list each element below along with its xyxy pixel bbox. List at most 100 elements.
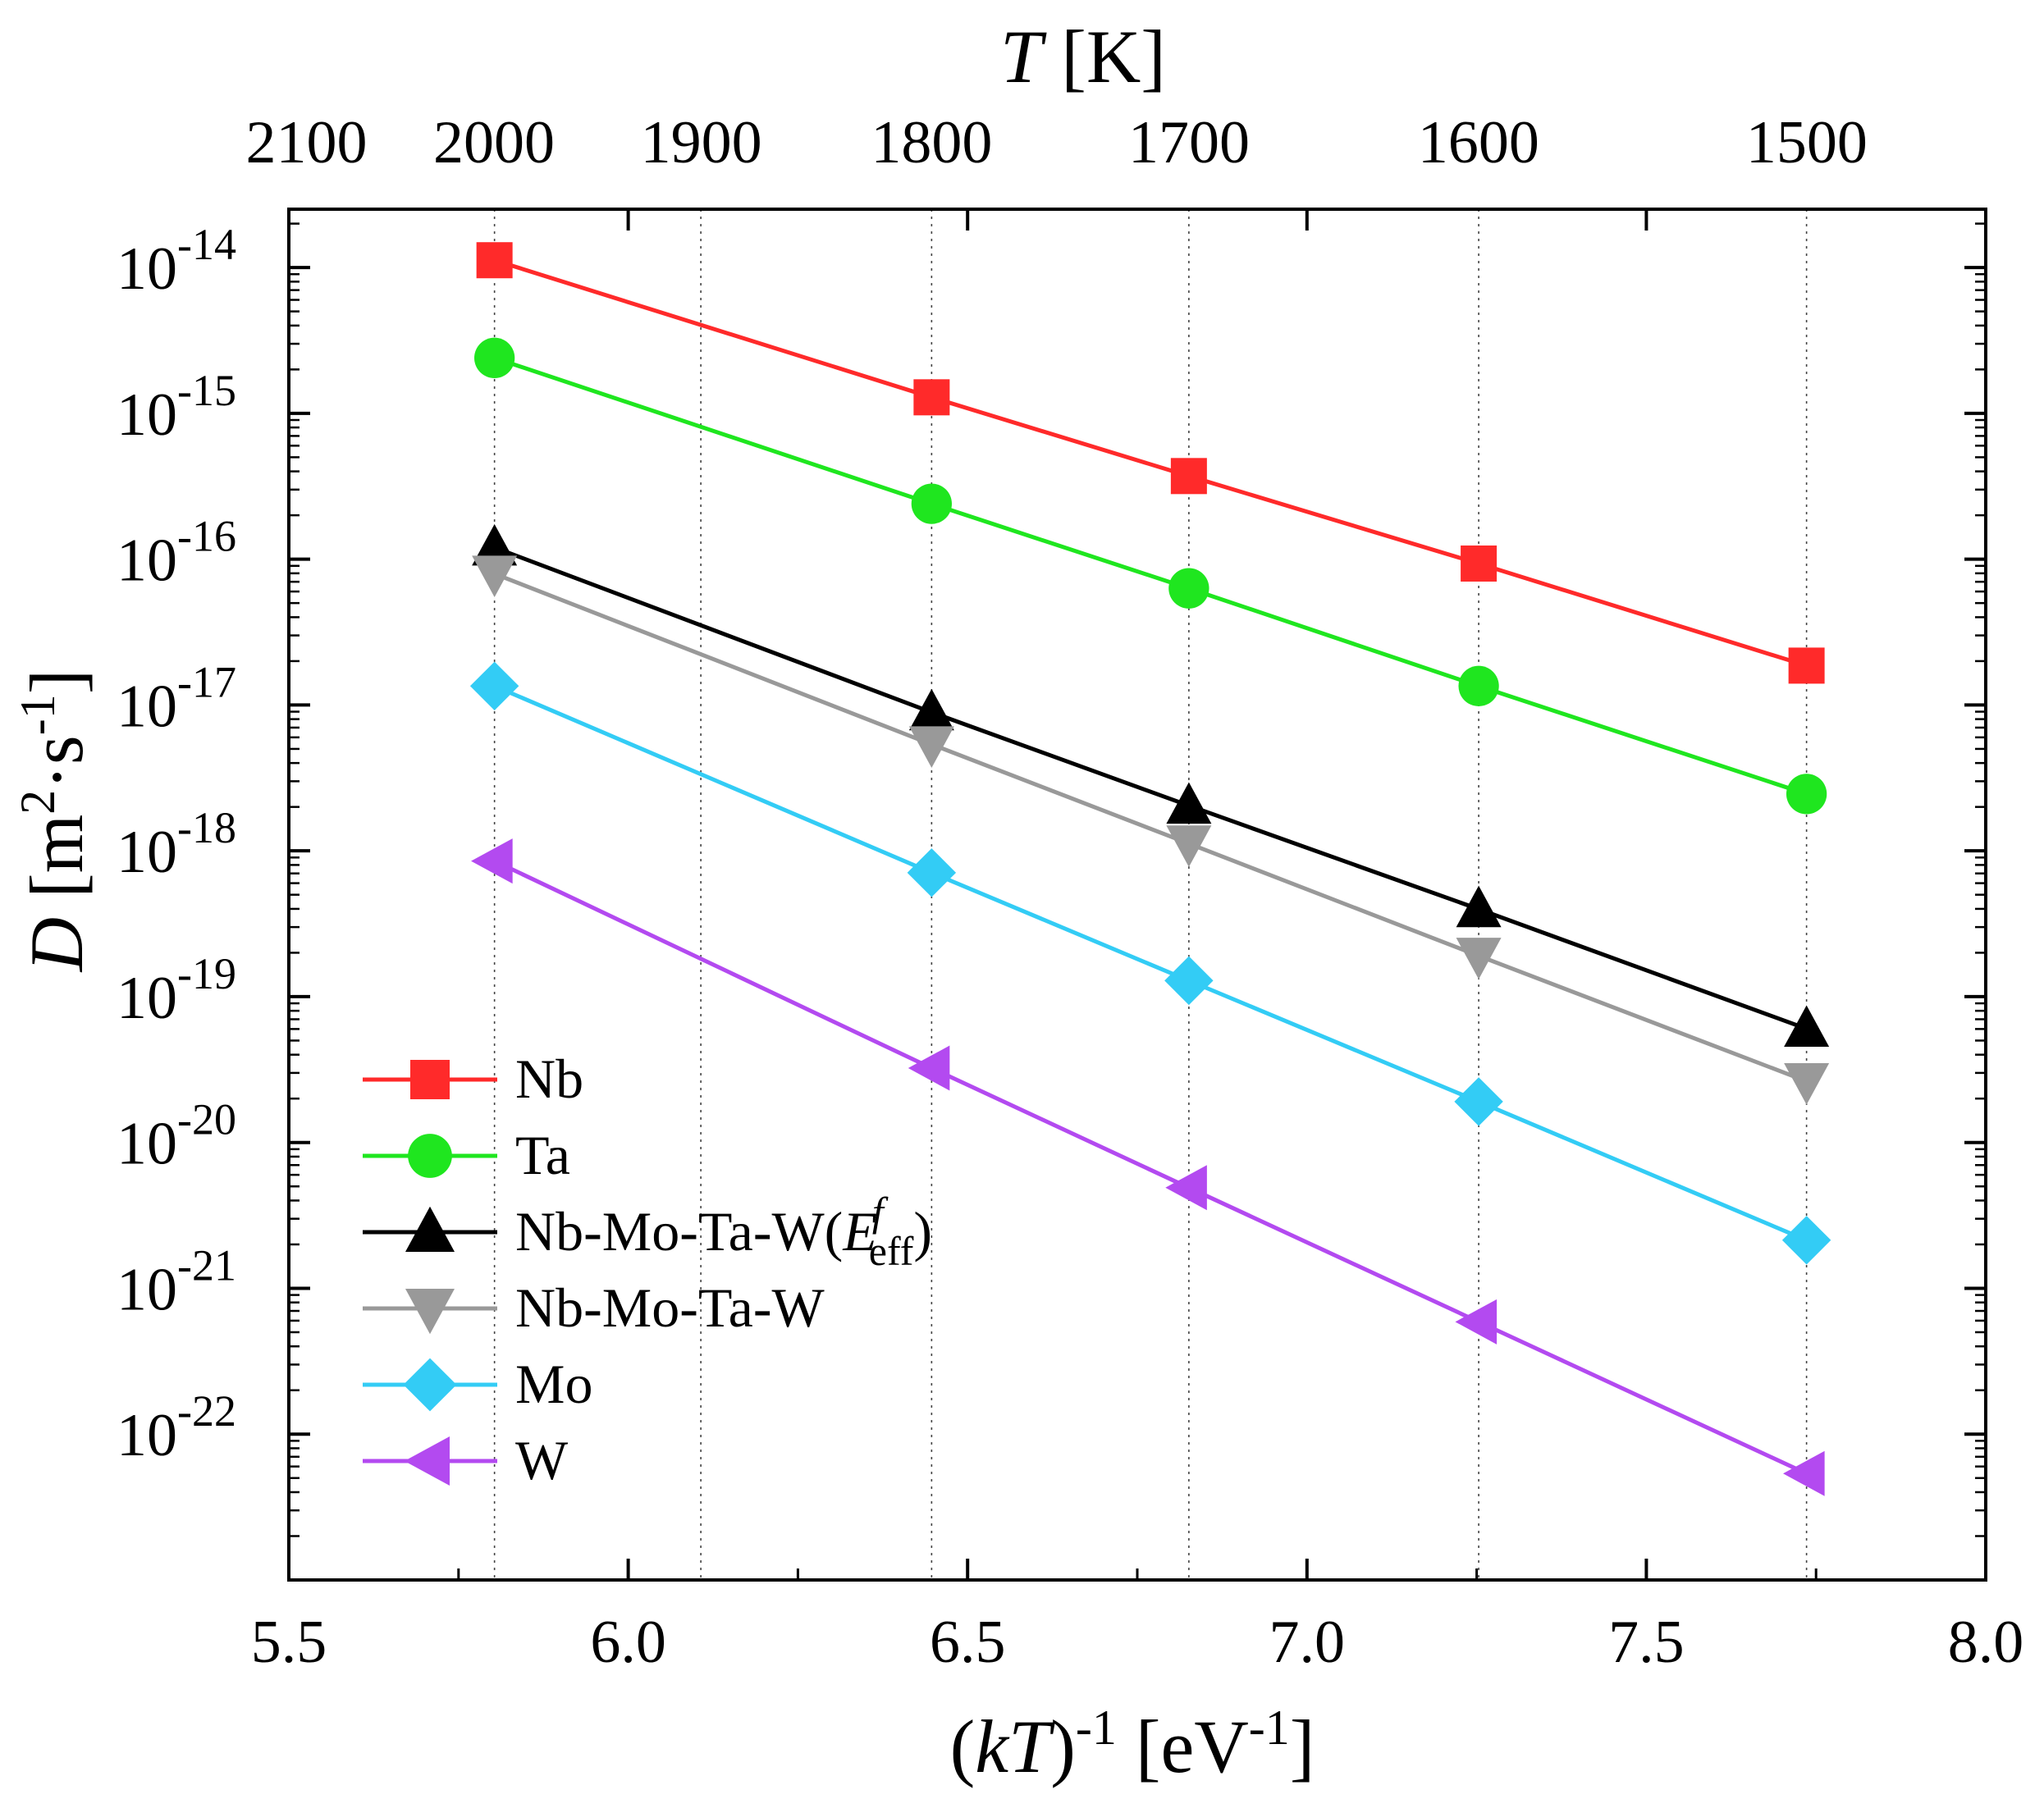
y-title-sup1: 2 <box>11 790 65 815</box>
legend-eff-suffix: ) <box>913 1200 932 1262</box>
point-nb-mo-ta-w <box>1166 825 1212 867</box>
legend-label-nb: Nb <box>515 1048 583 1110</box>
top-tick-label: 1700 <box>1128 109 1250 176</box>
legend: Nb Ta Nb-Mo-Ta-W(Ef eff) Nb-Mo-Ta-W Mo W <box>363 1048 932 1491</box>
x-title-sup: -1 <box>1076 1701 1117 1755</box>
series-group <box>469 242 1831 1496</box>
y-tick-label: 10-21 <box>117 1240 236 1323</box>
legend-marker-nb-mo-ta-w-e- <box>405 1206 455 1252</box>
point-nb <box>1461 545 1498 582</box>
series-nb-mo-ta-w-e- <box>472 523 1830 1048</box>
x-axis-title: (kT)-1 [eV-1] <box>950 1701 1315 1788</box>
x-tick-label: 8.0 <box>1948 1609 2024 1676</box>
legend-marker-nb-mo-ta-w <box>405 1289 455 1335</box>
point-w <box>471 838 513 884</box>
series-w <box>471 838 1825 1496</box>
y-tick-label: 10-20 <box>117 1095 236 1178</box>
legend-marker-mo <box>403 1358 457 1412</box>
series-line-ta <box>493 355 1808 797</box>
axis-ticks <box>287 209 1987 1580</box>
point-mo <box>1454 1077 1503 1126</box>
legend-eff-prefix: Nb-Mo-Ta-W( <box>515 1200 843 1262</box>
point-ta <box>1168 568 1209 609</box>
top-tick-label: 2100 <box>245 109 367 176</box>
point-ta <box>1786 774 1827 815</box>
x-title-unit-close: ] <box>1290 1705 1315 1788</box>
y-axis-title: D [m2·s-1] <box>11 669 98 974</box>
legend-label-nbmotaw-eff: Nb-Mo-Ta-W(Ef eff) <box>515 1189 932 1274</box>
legend-label-mo: Mo <box>515 1353 592 1415</box>
point-mo <box>907 848 957 897</box>
y-tick-label: 10-18 <box>117 803 236 886</box>
top-axis-unit: [K] <box>1042 15 1166 98</box>
x-title-close: ) <box>1050 1705 1076 1788</box>
point-ta <box>474 337 515 378</box>
top-axis-var: T <box>1000 15 1047 98</box>
point-w <box>1165 1165 1207 1211</box>
series-line-w <box>493 859 1808 1476</box>
x-tick-label: 6.5 <box>930 1609 1006 1676</box>
point-nb <box>1170 458 1207 495</box>
x-tick-label: 6.0 <box>590 1609 666 1676</box>
point-nb-mo-ta-w-e- <box>908 688 954 731</box>
y-tick-label: 10-15 <box>117 366 236 449</box>
series-nb <box>476 242 1825 684</box>
point-mo <box>1164 956 1214 1006</box>
series-line-nb-mo-ta-w-e- <box>493 546 1808 1031</box>
y-title-unit-open: [m <box>15 815 98 917</box>
legend-eff-sub: eff <box>869 1228 914 1274</box>
y-tick-label: 10-14 <box>117 220 236 303</box>
point-nb <box>476 242 513 279</box>
point-mo <box>1781 1216 1831 1265</box>
legend-label-w: W <box>515 1429 569 1491</box>
x-tick-label: 7.5 <box>1608 1609 1685 1676</box>
top-tick-label: 1800 <box>871 109 992 176</box>
series-line-nb-mo-ta-w <box>493 572 1808 1084</box>
point-nb-mo-ta-w <box>908 726 954 769</box>
series-line-mo <box>493 683 1808 1243</box>
legend-symbols <box>363 1060 497 1486</box>
point-nb-mo-ta-w-e- <box>1166 782 1212 824</box>
top-tick-label: 1900 <box>641 109 762 176</box>
y-tick-label: 10-17 <box>117 657 236 740</box>
y-title-unit-close: ] <box>15 669 98 695</box>
x-title-unit-open: [eV <box>1117 1705 1249 1788</box>
point-w <box>1455 1299 1498 1345</box>
point-nb-mo-ta-w <box>472 555 518 598</box>
series-mo <box>469 661 1831 1265</box>
point-nb <box>913 379 950 416</box>
y-title-mid: ·s <box>15 735 98 789</box>
top-tick-label: 1500 <box>1746 109 1868 176</box>
point-nb-mo-ta-w <box>1456 938 1502 979</box>
point-w <box>1783 1450 1825 1496</box>
y-tick-label: 10-22 <box>117 1386 236 1469</box>
x-tick-label: 5.5 <box>251 1609 327 1676</box>
legend-label-ta: Ta <box>515 1124 570 1186</box>
series-nb-mo-ta-w <box>472 555 1830 1105</box>
legend-marker-nb <box>410 1060 450 1099</box>
x-title-var: kT <box>975 1705 1055 1788</box>
y-title-var: D <box>15 917 98 973</box>
x-tick-label: 7.0 <box>1269 1609 1346 1676</box>
top-tick-label: 1600 <box>1418 109 1539 176</box>
grid-lines <box>493 209 1808 1580</box>
legend-marker-w <box>404 1436 450 1486</box>
point-nb-mo-ta-w <box>1784 1063 1830 1105</box>
point-mo <box>469 661 519 710</box>
x-title-open: ( <box>950 1705 976 1788</box>
y-title-sup2: -1 <box>11 694 65 735</box>
point-nb-mo-ta-w-e- <box>1784 1005 1830 1048</box>
top-axis-title: T [K] <box>1000 15 1166 98</box>
top-tick-label: 2000 <box>433 109 555 176</box>
legend-label-nbmotaw: Nb-Mo-Ta-W <box>515 1276 825 1339</box>
series-line-nb <box>493 258 1808 668</box>
series-ta <box>474 337 1827 815</box>
legend-eff-var: E <box>842 1200 877 1262</box>
y-tick-label: 10-16 <box>117 512 236 595</box>
tick-labels: 5.5 6.0 6.5 7.0 7.5 8.0 2100 2000 1900 1800 1700 16… <box>117 109 2023 1676</box>
point-nb-mo-ta-w-e- <box>1456 885 1502 928</box>
point-nb <box>1788 647 1825 684</box>
point-w <box>908 1045 950 1091</box>
point-nb-mo-ta-w-e- <box>472 523 518 566</box>
